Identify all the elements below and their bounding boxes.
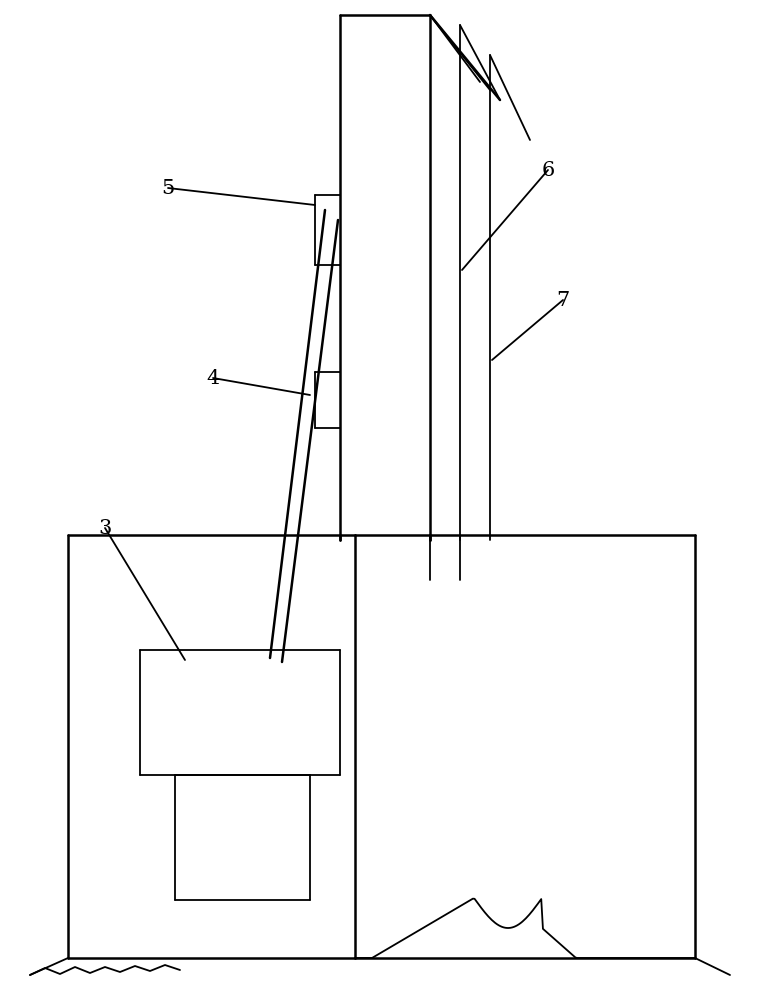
Text: 5: 5 — [162, 178, 175, 198]
Text: 3: 3 — [99, 518, 112, 538]
Text: 4: 4 — [206, 368, 219, 387]
Text: 7: 7 — [556, 290, 569, 310]
Text: 6: 6 — [541, 160, 555, 180]
